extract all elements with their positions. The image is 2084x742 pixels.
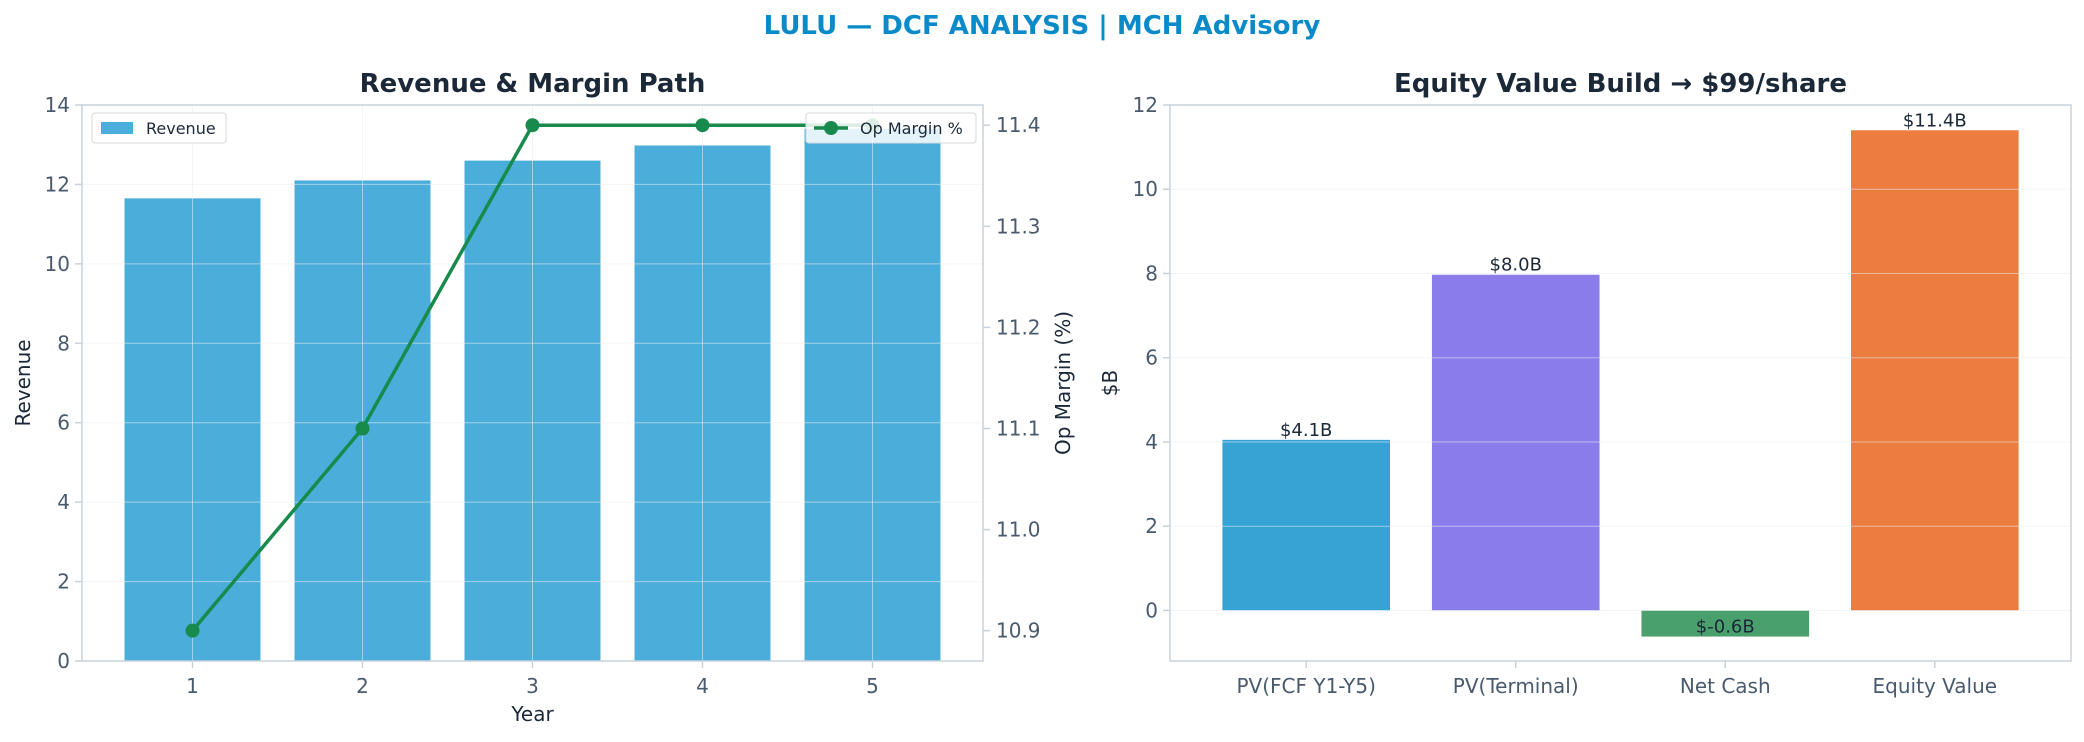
data-label: $4.1B: [1280, 420, 1332, 441]
y-tick-label: 14: [45, 93, 70, 117]
legend-swatch: [101, 122, 133, 134]
legend-marker: [824, 121, 838, 135]
y-tick-label: 8: [57, 331, 70, 355]
op-margin-point: [355, 421, 370, 436]
y2-tick-label: 11.4: [996, 113, 1041, 137]
x-tick-label: Net Cash: [1680, 674, 1771, 698]
x-tick-label: 5: [866, 674, 879, 698]
x-tick-label: 1: [186, 674, 199, 698]
pv-terminal-bar: [1431, 274, 1600, 611]
legend-label: Op Margin %: [860, 119, 963, 138]
data-label: $-0.6B: [1696, 617, 1755, 638]
equity-value-bar: [1850, 130, 2019, 611]
net-cash-bar: [1641, 610, 1810, 637]
y-tick-label: 0: [1145, 598, 1158, 622]
page-title: LULU — DCF ANALYSIS | MCH Advisory: [764, 11, 1321, 41]
legend-box: [91, 112, 227, 144]
y2-tick-label: 11.2: [996, 315, 1041, 339]
y-tick-label: 0: [57, 649, 70, 673]
y-tick-label: 6: [57, 411, 70, 435]
op-margin-point: [185, 623, 200, 638]
y-tick-label: 12: [1133, 93, 1158, 117]
data-label: $11.4B: [1903, 110, 1967, 131]
x-tick-label: 3: [526, 674, 539, 698]
y-tick-label: 12: [45, 172, 70, 196]
y2-axis-label: Op Margin (%): [1051, 311, 1075, 455]
legend-box: [805, 112, 977, 144]
pv-fcf-bar: [1222, 439, 1391, 611]
y-tick-label: 4: [57, 490, 70, 514]
y-tick-label: 10: [1133, 177, 1158, 201]
chart-title: Revenue & Margin Path: [360, 69, 706, 99]
equity-value-chart: 0 2 4 6 8 10 12 PV(FCF Y1-Y5) PV(Terminal) Net Ca…: [1098, 69, 2072, 698]
y2-tick-label: 11.0: [996, 518, 1041, 542]
legend-op-margin: Op Margin %: [805, 112, 977, 144]
y2-tick-label: 11.1: [996, 416, 1041, 440]
legend-revenue: Revenue: [91, 112, 227, 144]
y2-tick-label: 10.9: [996, 619, 1041, 643]
legend-label: Revenue: [146, 119, 216, 138]
op-margin-point: [525, 118, 540, 133]
y-tick-label: 6: [1145, 346, 1158, 370]
plot-frame: [1169, 104, 2072, 662]
y-axis-label: Revenue: [11, 339, 35, 426]
x-axis-label: Year: [510, 702, 554, 726]
x-tick-label: Equity Value: [1873, 674, 1998, 698]
y-tick-label: 2: [1145, 514, 1158, 538]
op-margin-point: [695, 118, 710, 133]
y-tick-label: 8: [1145, 261, 1158, 285]
y-tick-label: 4: [1145, 430, 1158, 454]
x-tick-label: PV(FCF Y1-Y5): [1236, 674, 1375, 698]
data-label: $8.0B: [1490, 255, 1542, 276]
y-tick-label: 2: [57, 570, 70, 594]
y-axis-label: $B: [1098, 370, 1122, 396]
x-tick-label: 2: [356, 674, 369, 698]
x-tick-label: PV(Terminal): [1453, 674, 1579, 698]
x-tick-label: 4: [696, 674, 709, 698]
y2-tick-label: 11.3: [996, 214, 1041, 238]
y-tick-label: 10: [45, 252, 70, 276]
chart-title: Equity Value Build → $99/share: [1394, 69, 1847, 99]
